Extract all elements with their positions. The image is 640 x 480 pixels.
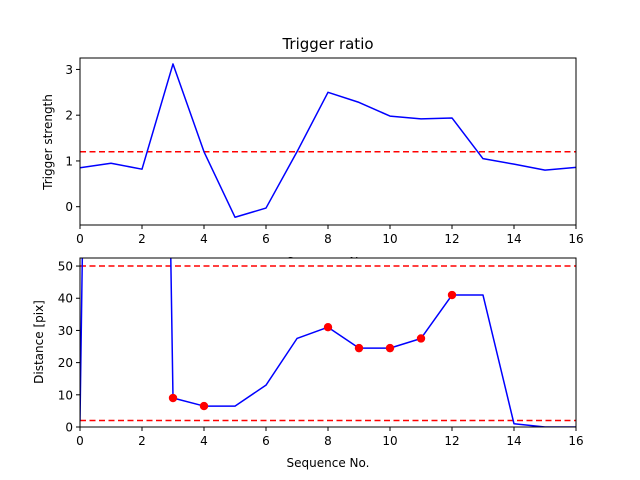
- y-tick-label: 20: [58, 356, 73, 370]
- x-tick-label: 4: [200, 232, 208, 246]
- chart-title: Trigger ratio: [281, 35, 373, 53]
- trigger-ratio-subplot: Trigger ratio Trigger strength 0 2 4 6 8 10 12…: [41, 35, 584, 246]
- x-tick-label: 14: [506, 232, 521, 246]
- y-tick-label: 3: [65, 63, 73, 77]
- x-tick-label: 10: [382, 232, 397, 246]
- x-tick-label: 2: [138, 232, 146, 246]
- data-point-marker: [168, 393, 178, 403]
- data-point-marker: [199, 401, 209, 411]
- x-tick-label: 0: [76, 434, 84, 448]
- y-tick-label: 0: [65, 421, 73, 435]
- x-tick-label: 10: [382, 434, 397, 448]
- x-tick-label: 2: [138, 434, 146, 448]
- x-tick-label: 16: [568, 232, 583, 246]
- x-tick-label: 4: [200, 434, 208, 448]
- data-point-marker: [416, 334, 426, 343]
- clipped-marks: [80, 258, 576, 427]
- x-tick-label: 12: [444, 434, 459, 448]
- y-tick-label: 30: [58, 324, 73, 338]
- y-tick-label: 10: [58, 388, 73, 402]
- x-tick-label: 6: [262, 434, 270, 448]
- x-tick-label: 8: [324, 232, 332, 246]
- data-point-marker: [447, 290, 457, 300]
- plot-layer: 0 2 4 6 8 10 12 14 16 0 10 20 30 40 50: [58, 257, 584, 448]
- y-tick-label: 40: [58, 292, 73, 306]
- x-tick-label: 12: [444, 232, 459, 246]
- x-tick-label: 8: [324, 434, 332, 448]
- series-line: [80, 63, 576, 218]
- y-axis-label: Trigger strength: [41, 94, 55, 191]
- clipped-marks: [80, 63, 576, 218]
- y-tick-label: 1: [65, 154, 73, 168]
- plot-background: [80, 258, 576, 427]
- x-tick-label: 14: [506, 434, 521, 448]
- distance-subplot: Distance [pix]: [32, 300, 46, 384]
- data-point-marker: [323, 323, 333, 332]
- y-tick-label: 2: [65, 109, 73, 123]
- x-tick-label: 0: [76, 232, 84, 246]
- x-tick-label: 6: [262, 232, 270, 246]
- data-point-marker: [385, 343, 395, 353]
- y-axis-label: Distance [pix]: [32, 300, 46, 384]
- x-tick-label: 16: [568, 434, 583, 448]
- x-axis-label: Sequence No.: [287, 456, 370, 470]
- axes-frame: [79, 57, 577, 226]
- y-tick-label: 50: [58, 260, 73, 274]
- data-point-marker: [354, 343, 364, 353]
- y-tick-label: 0: [65, 200, 73, 214]
